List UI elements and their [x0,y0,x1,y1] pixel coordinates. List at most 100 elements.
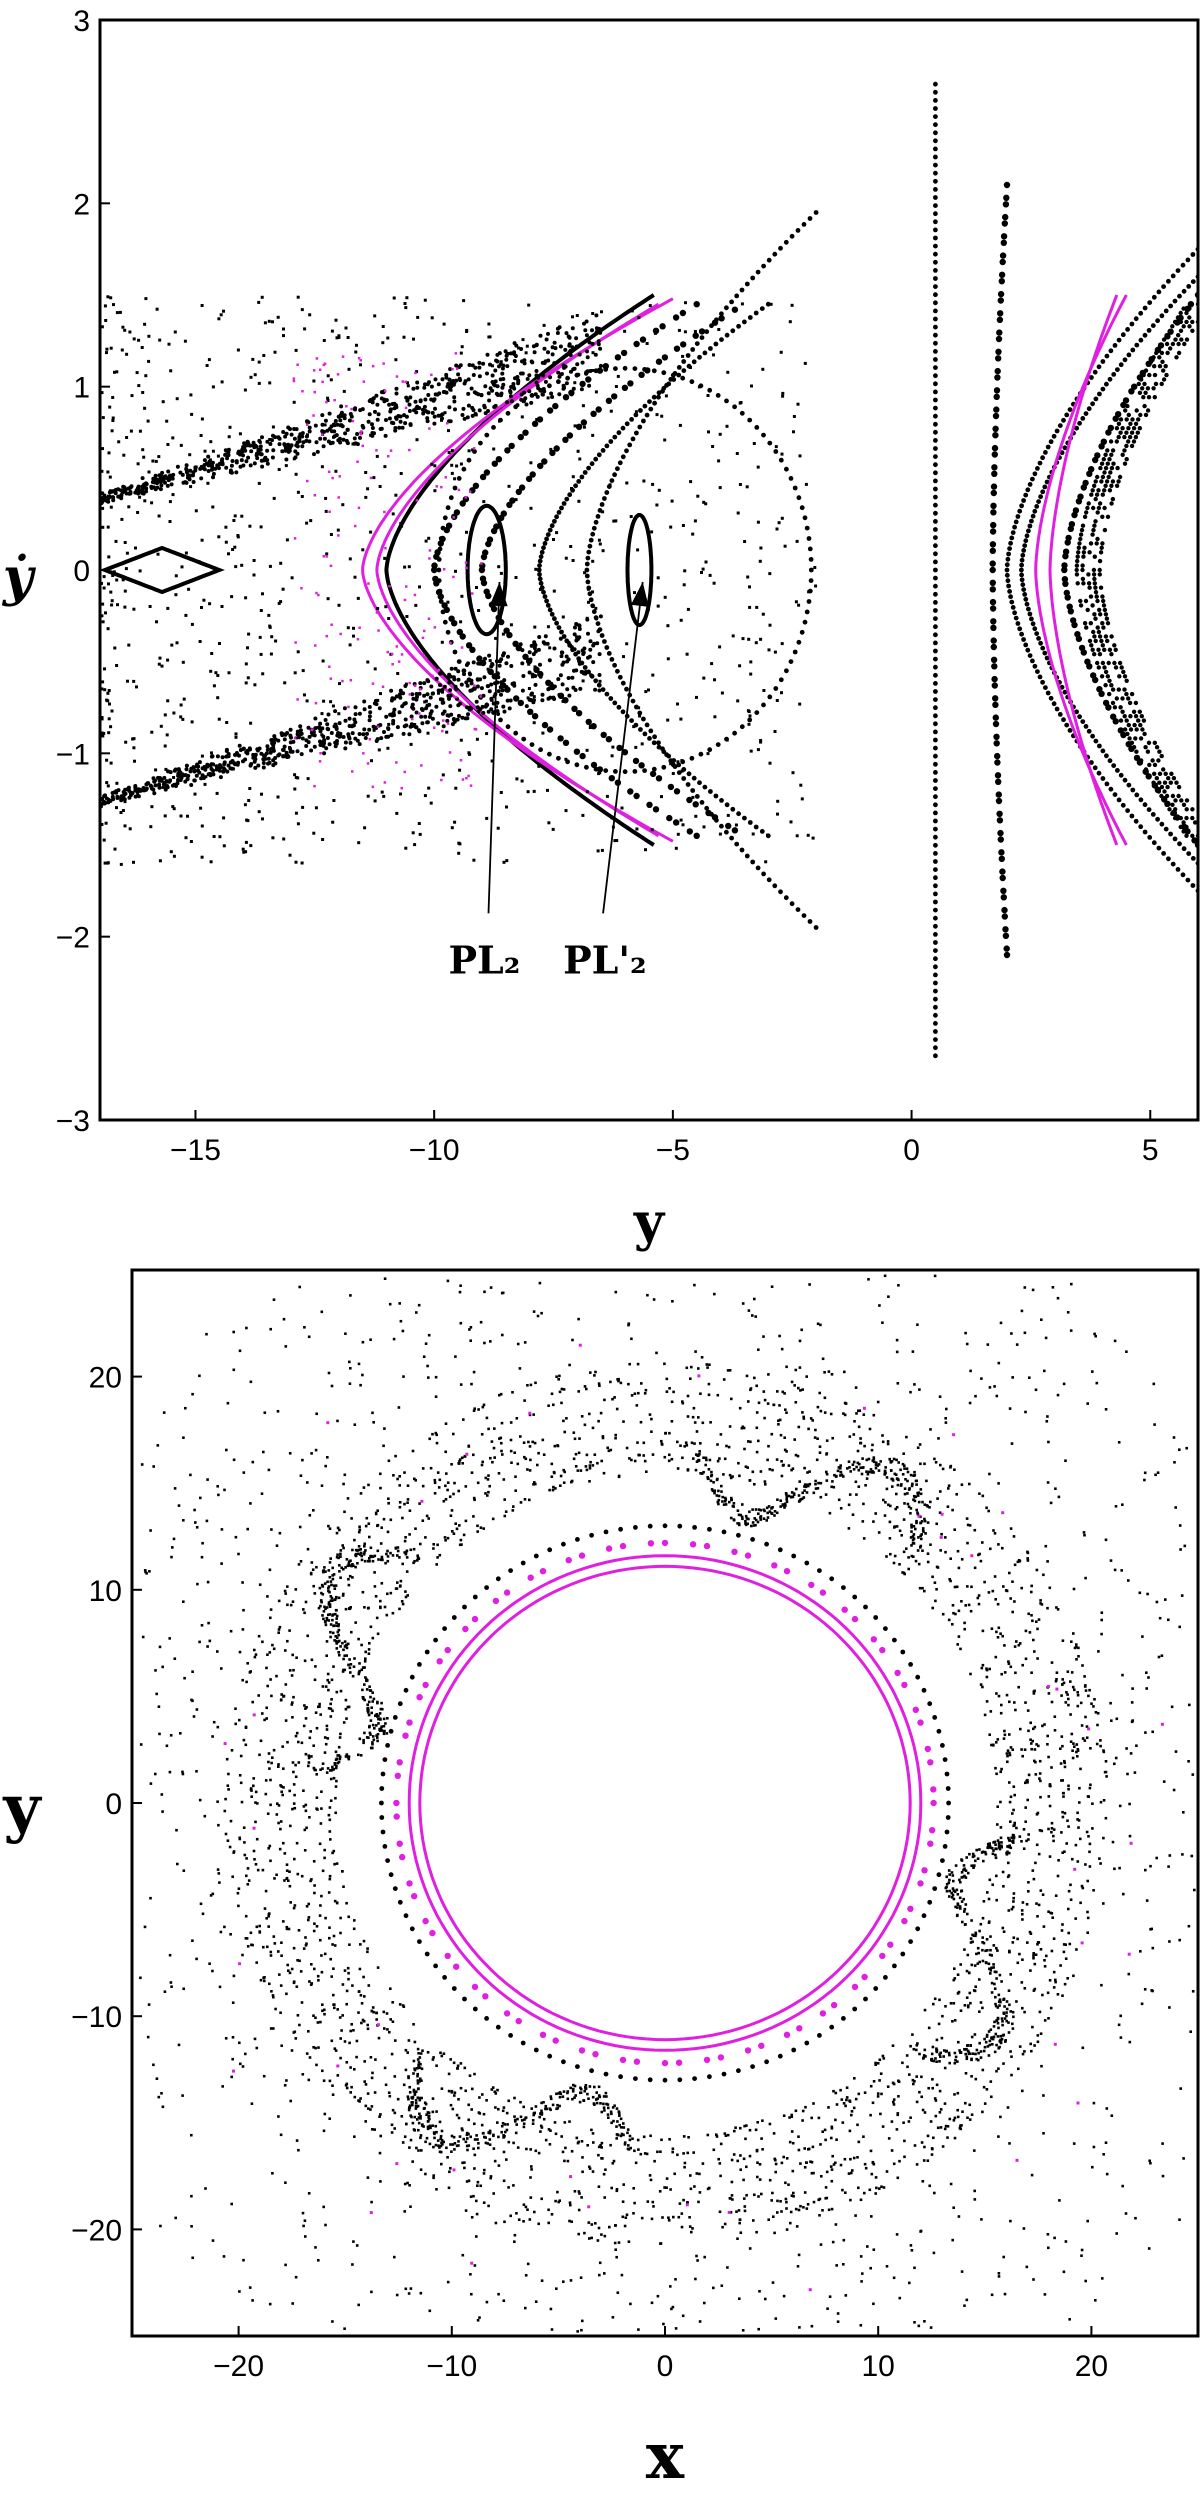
top-point [261,817,264,821]
top-point [164,767,168,771]
top-point [761,263,766,269]
top-point [398,695,403,700]
top-point [996,316,1004,323]
top-point [608,696,614,701]
bottom-point [283,1852,287,1855]
top-point [288,746,292,749]
top-point [1097,572,1103,577]
top-point [456,372,461,377]
bottom-point [809,2160,812,2163]
top-point [713,715,717,719]
top-point [1092,581,1098,586]
top-point [1136,417,1141,422]
bottom-point [350,1630,353,1634]
bottom-point [985,1506,988,1510]
bottom-point [1001,1634,1004,1638]
top-point [993,406,1000,413]
bottom-point [473,2072,476,2076]
top-point [739,401,743,404]
top-point [1192,820,1198,825]
bottom-point [892,1963,897,1969]
bottom-point [940,1743,945,1748]
bottom-point [335,1862,339,1865]
top-point [1001,913,1008,920]
bottom-point [449,2103,453,2107]
top-point [132,860,135,864]
top-point [633,792,640,800]
bottom-point [934,2057,937,2060]
top-point [413,399,418,404]
bottom-point [476,1481,480,1485]
bottom-point [927,1840,934,1847]
top-point [175,464,180,469]
top-xtick-label: 5 [1142,1134,1159,1167]
top-point [1096,629,1102,635]
top-point [749,660,753,664]
top-point [205,364,209,367]
top-point [1133,736,1138,741]
top-point [572,632,577,637]
top-point [492,405,497,409]
top-point [599,502,605,507]
top-point [143,322,147,326]
top-point [448,688,453,693]
top-point [586,587,590,591]
top-point [268,442,273,446]
top-point [1075,558,1080,564]
top-point [806,833,810,837]
bottom-point [603,1398,606,1402]
top-point [933,923,938,929]
top-point [992,425,999,432]
top-point [933,1004,938,1010]
top-point [438,599,444,604]
top-point [1123,727,1128,732]
top-point [567,343,572,348]
bottom-point [1055,1678,1058,1681]
top-point [481,710,486,715]
top-point [1101,457,1107,462]
top-point [214,671,218,675]
top-point [369,530,373,534]
bottom-point [558,1390,562,1394]
bottom-point [583,1385,587,1388]
top-point [192,778,197,783]
bottom-point [872,2080,876,2083]
bottom-point [536,1463,539,1467]
top-point [324,496,328,500]
top-point [676,832,680,836]
top-point [318,436,323,441]
bottom-point [939,1549,942,1552]
top-point [718,645,722,649]
top-point [507,484,511,488]
top-point [166,469,171,474]
top-point [608,439,614,444]
top-point [419,714,424,719]
top-point [736,511,740,515]
top-point [200,417,204,421]
bottom-point [463,2166,466,2170]
bottom-point [522,2220,525,2223]
bottom-point [872,1520,875,1523]
top-point [399,472,403,475]
top-point [366,660,370,664]
bottom-point [1011,2022,1014,2026]
bottom-point [1081,1886,1085,1890]
bottom-point [951,1623,954,1626]
top-point [183,339,187,343]
bottom-point [648,1413,652,1416]
top-point [1036,499,1041,504]
top-point [569,545,573,548]
top-point [326,396,330,400]
top-point [933,551,938,557]
top-point [719,798,724,803]
top-point [485,352,490,357]
top-point [1091,567,1097,573]
top-point [136,491,141,496]
top-point [777,521,781,525]
top-point [1151,386,1156,391]
bottom-point [1075,1750,1078,1754]
bottom-point [953,1468,956,1471]
top-point [373,409,377,414]
bottom-point [1060,1831,1063,1834]
top-point [761,432,766,438]
